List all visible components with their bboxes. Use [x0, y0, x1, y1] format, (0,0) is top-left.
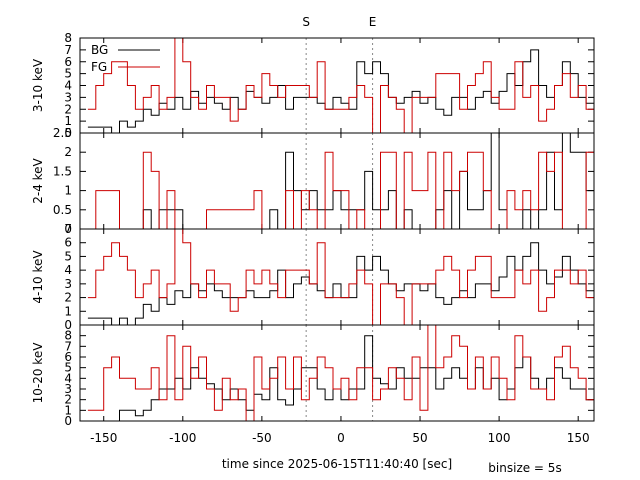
series-FG	[87, 38, 594, 133]
series-BG	[87, 49, 594, 133]
legend-label-BG: BG	[91, 43, 108, 57]
y-tick-label: 3	[64, 382, 72, 396]
y-tick-label: 8	[64, 329, 72, 343]
y-tick-label: 0	[64, 126, 72, 140]
panel-label: 2-4 keV	[31, 157, 45, 203]
panel-label: 10-20 keV	[31, 342, 45, 404]
y-tick-label: 2	[64, 291, 72, 305]
y-tick-label: 6	[64, 350, 72, 364]
panel-frame	[79, 132, 595, 230]
binsize-label: binsize = 5s	[488, 461, 561, 475]
y-tick-label: 5	[64, 361, 72, 375]
series-FG	[87, 229, 594, 325]
y-tick-label: 5	[64, 249, 72, 263]
y-tick-label: 0	[64, 414, 72, 428]
y-tick-label: 7	[64, 222, 72, 236]
panel-frame	[79, 228, 595, 326]
y-tick-label: 7	[64, 43, 72, 57]
x-tick-label: 100	[488, 431, 511, 445]
y-tick-label: 4	[64, 371, 72, 385]
y-tick-label: 8	[64, 31, 72, 45]
series-BG	[87, 133, 594, 229]
y-tick-label: 3	[64, 277, 72, 291]
y-tick-label: 1.5	[53, 164, 72, 178]
legend-label-FG: FG	[91, 60, 107, 74]
x-axis-label: time since 2025-06-15T11:40:40 [sec]	[222, 457, 452, 471]
y-tick-label: 0	[64, 222, 72, 236]
y-tick-label: 2	[64, 393, 72, 407]
x-tick-label: -150	[90, 431, 117, 445]
y-tick-label: 6	[64, 55, 72, 69]
panel-label: 3-10 keV	[31, 58, 45, 112]
x-tick-label: 0	[337, 431, 345, 445]
y-tick-label: 1	[64, 403, 72, 417]
y-tick-label: 2.5	[53, 126, 72, 140]
y-tick-label: 0.5	[53, 203, 72, 217]
x-tick-label: -100	[169, 431, 196, 445]
y-tick-label: 1	[64, 184, 72, 198]
y-tick-label: 1	[64, 304, 72, 318]
y-tick-label: 4	[64, 79, 72, 93]
panel-2-4keV: 0 0.5 1 1.5 2 2.5 2-4 keV	[31, 126, 595, 236]
y-tick-label: 7	[64, 339, 72, 353]
marker-label-E: E	[369, 15, 377, 29]
y-tick-label: 4	[64, 263, 72, 277]
y-tick-label: 5	[64, 67, 72, 81]
marker-label-S: S	[302, 15, 310, 29]
y-tick-label: 2	[64, 145, 72, 159]
x-tick-label: -50	[252, 431, 272, 445]
x-tick-label: 50	[412, 431, 427, 445]
y-tick-label: 0	[64, 318, 72, 332]
series-BG	[87, 335, 594, 421]
y-tick-label: 6	[64, 236, 72, 250]
y-tick-label: 1	[64, 114, 72, 128]
panel-frame	[79, 324, 595, 422]
x-tick-label: 150	[567, 431, 590, 445]
y-tick-label: 2	[64, 102, 72, 116]
y-tick-label: 3	[64, 90, 72, 104]
series-FG	[87, 325, 594, 421]
series-FG	[87, 151, 594, 229]
panel-label: 4-10 keV	[31, 250, 45, 304]
